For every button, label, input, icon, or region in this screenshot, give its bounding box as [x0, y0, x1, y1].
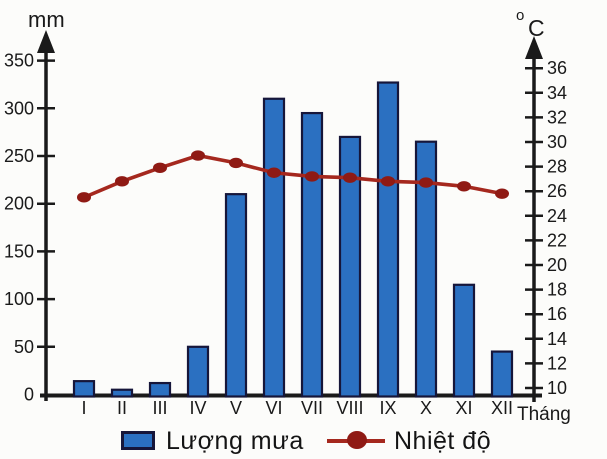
left-tick-label: 350 — [4, 51, 34, 71]
right-tick-label: 16 — [547, 304, 567, 324]
right-tick-label: 24 — [547, 206, 567, 226]
rain-bar-VI — [262, 97, 286, 398]
right-tick-label: 22 — [547, 230, 567, 250]
left-tick-label: 0 — [24, 385, 34, 405]
right-tick-label: 30 — [547, 132, 567, 152]
temp-point-VII — [305, 171, 319, 182]
temperature-legend-label: Nhiệt độ — [394, 427, 492, 455]
right-tick-label: 36 — [547, 58, 567, 78]
right-tick-label: 10 — [547, 378, 567, 398]
month-label: II — [117, 398, 127, 418]
temp-point-I — [77, 192, 91, 203]
temp-point-XI — [457, 181, 471, 192]
rain-bar-X — [414, 140, 438, 398]
rain-bar-VII — [300, 111, 324, 398]
temp-point-IV — [191, 150, 205, 161]
rain-bar-V — [224, 193, 248, 398]
temperature-line-group — [77, 150, 509, 203]
left-tick-label: 300 — [4, 98, 34, 118]
temp-point-V — [229, 157, 243, 169]
temp-point-III — [153, 162, 167, 174]
month-label: I — [81, 398, 86, 418]
right-tick-label: 20 — [547, 255, 567, 275]
rain-bar-IX — [376, 81, 400, 398]
left-tick-label: 150 — [4, 241, 34, 261]
right-tick-label: 28 — [547, 157, 567, 177]
rain-bar-I — [72, 380, 96, 398]
rain-bar-XI — [452, 283, 476, 398]
right-tick-label: 12 — [547, 353, 567, 373]
month-label: XII — [491, 398, 513, 418]
month-label: IX — [379, 398, 396, 418]
x-axis-label: Tháng — [517, 404, 571, 425]
left-axis-unit-label: mm — [28, 7, 65, 32]
left-tick-label: 250 — [4, 146, 34, 166]
left-tick-label: 50 — [14, 337, 34, 357]
rainfall-legend-swatch — [121, 431, 155, 450]
month-label: VI — [265, 398, 282, 418]
right-axis-arrow-icon — [525, 36, 543, 59]
right-tick-label: 32 — [547, 107, 567, 127]
temp-point-VI — [267, 167, 281, 178]
rain-bar-VIII — [338, 135, 362, 398]
month-label: III — [152, 398, 167, 418]
temp-point-II — [115, 176, 129, 187]
rainfall-legend-label: Lượng mưa — [166, 427, 304, 455]
month-label: VII — [301, 398, 323, 418]
rainfall-bars-group — [72, 81, 514, 398]
legend: Lượng mưa Nhiệt độ — [0, 426, 607, 459]
rain-bar-III — [148, 381, 172, 398]
temp-point-XII — [495, 188, 509, 199]
left-tick-label: 100 — [4, 289, 34, 309]
right-tick-label: 34 — [547, 83, 567, 103]
month-label: IV — [189, 398, 206, 418]
month-label: X — [420, 398, 432, 418]
tick-labels-group: 0 50 100 150 200 250 300 350 10 12 14 16 18 20 22 24 26 2… — [4, 51, 567, 418]
temperature-line — [82, 153, 504, 200]
right-tick-label: 14 — [547, 329, 567, 349]
month-label: VIII — [336, 398, 363, 418]
temp-point-X — [419, 177, 433, 188]
left-tick-label: 200 — [4, 194, 34, 214]
rain-bar-XII — [490, 350, 514, 398]
temp-point-IX — [381, 176, 395, 187]
month-label: V — [230, 398, 242, 418]
right-tick-label: 26 — [547, 181, 567, 201]
right-tick-label: 18 — [547, 280, 567, 300]
temp-point-VIII — [343, 172, 357, 183]
left-axis-arrow-icon — [37, 30, 55, 53]
month-label: XI — [455, 398, 472, 418]
right-axis-unit-label: o C — [516, 7, 545, 41]
rain-bar-II — [110, 388, 134, 398]
rain-bar-IV — [186, 345, 210, 398]
temperature-legend-dot-icon — [347, 431, 367, 449]
